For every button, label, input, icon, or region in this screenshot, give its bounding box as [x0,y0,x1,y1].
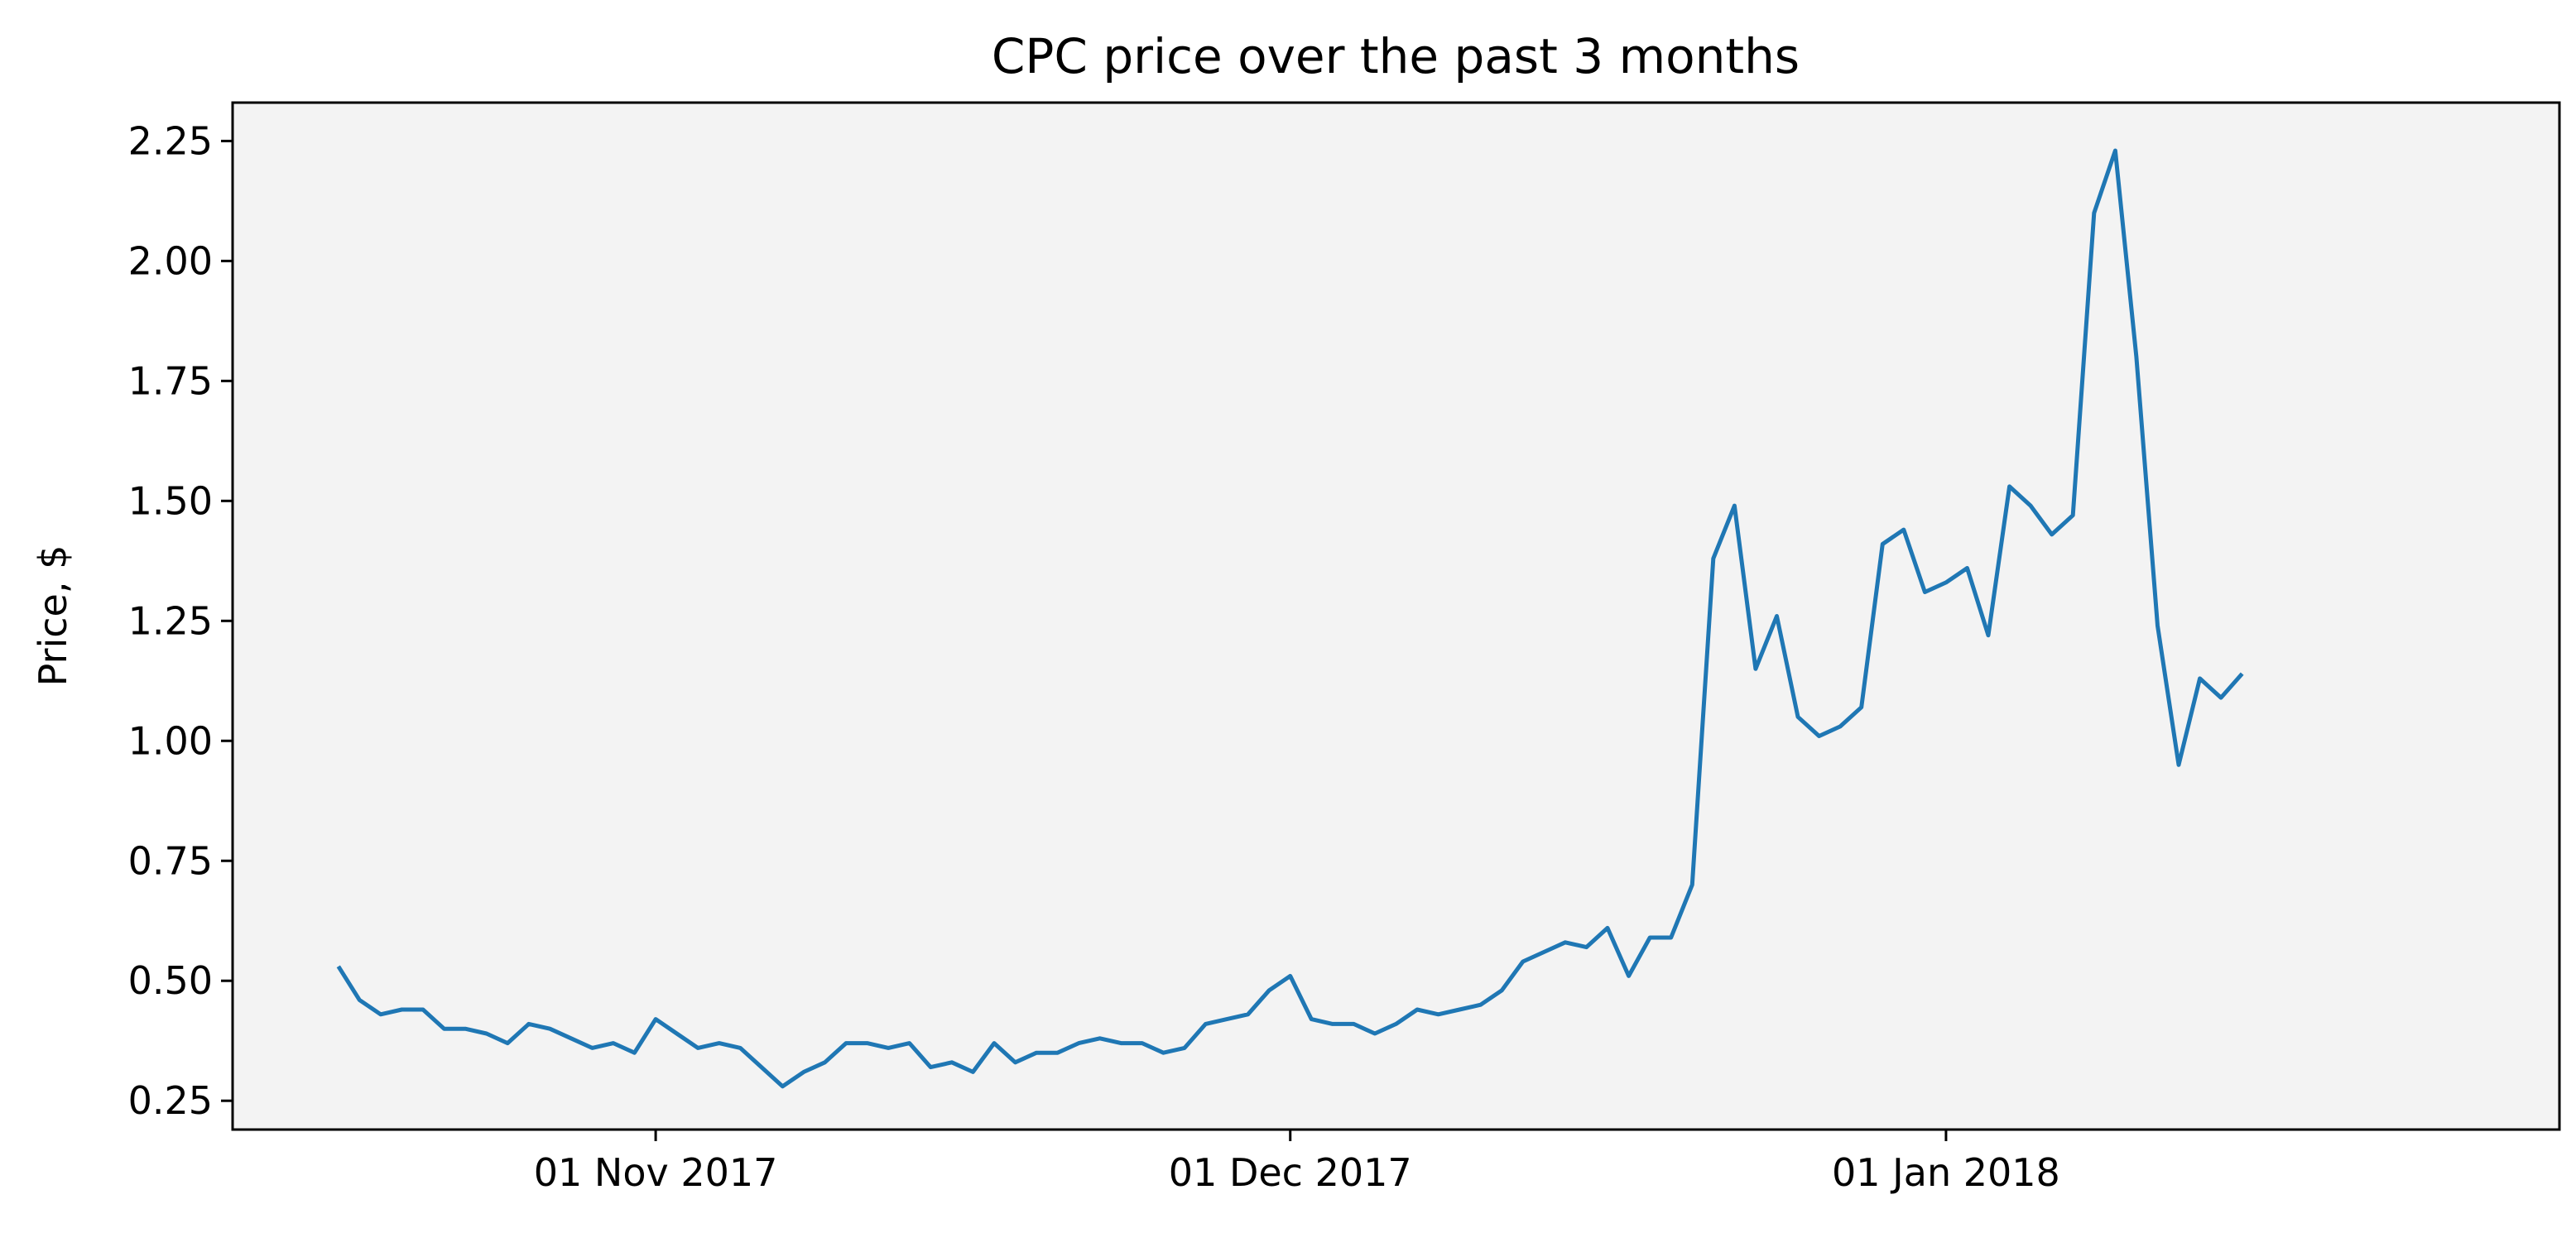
plot-area [233,103,2559,1130]
y-tick-label: 0.50 [128,958,213,1003]
y-tick-label: 1.25 [128,598,213,643]
y-tick-label: 1.00 [128,718,213,763]
plot-frame [231,101,2561,1131]
y-tick-label: 1.75 [128,358,213,403]
series-layer [336,148,2244,1089]
y-tick-label: 2.25 [128,118,213,163]
y-tick-label: 0.75 [128,838,213,883]
x-tick-label: 01 Nov 2017 [534,1150,778,1195]
y-tick-label: 0.25 [128,1078,213,1123]
y-tick-label: 1.50 [128,478,213,523]
price-line [336,148,2244,1089]
y-tick-label: 2.00 [128,238,213,283]
chart-title: CPC price over the past 3 months [992,28,1800,84]
x-axis: 01 Nov 2017 01 Dec 2017 01 Jan 2018 [534,1130,2060,1195]
y-axis-label: Price, $ [31,545,75,687]
y-axis: 0.25 0.50 0.75 1.00 1.25 1.50 1.75 2.00 2.25 [128,118,233,1123]
x-tick-label: 01 Jan 2018 [1832,1150,2060,1195]
x-tick-label: 01 Dec 2017 [1169,1150,1412,1195]
